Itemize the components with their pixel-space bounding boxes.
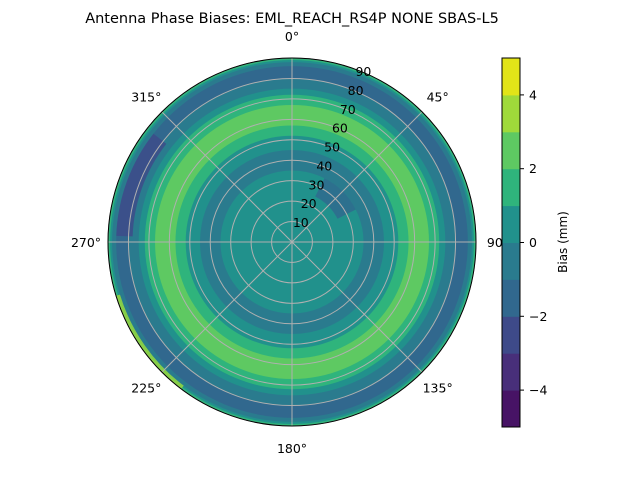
- chart-title: Antenna Phase Biases: EML_REACH_RS4P NON…: [85, 11, 499, 27]
- contour-feature: [116, 294, 184, 389]
- theta-tick-label: 180°: [277, 441, 307, 456]
- colorbar-tick-label: 0: [529, 235, 537, 250]
- polar-frame: [107, 57, 477, 427]
- colorbar-segment: [502, 279, 520, 317]
- colorbar-segment: [502, 390, 520, 428]
- colorbar-segment: [502, 242, 520, 280]
- colorbar-segment: [502, 353, 520, 391]
- theta-tick-label: 0°: [285, 29, 299, 44]
- theta-gridline: [161, 241, 293, 373]
- colorbar-segment: [502, 205, 520, 243]
- r-tick-label: 20: [301, 196, 317, 211]
- colorbar-tick-label: 4: [529, 87, 537, 102]
- colorbar-segment: [502, 316, 520, 354]
- colorbar: −4 −2 0 2 4: [501, 57, 547, 428]
- theta-tick-label: 270°: [71, 235, 101, 250]
- colorbar-label: Bias (mm): [556, 211, 570, 273]
- r-tick-label: 10: [293, 215, 309, 230]
- colorbar-segment: [502, 168, 520, 207]
- r-tick-label: 40: [316, 158, 332, 173]
- r-tick-label: 80: [348, 83, 364, 98]
- theta-tick-label: 135°: [423, 381, 453, 396]
- theta-tick-label: 45°: [427, 89, 449, 104]
- colorbar-segment: [502, 131, 520, 170]
- colorbar-tick-label: 2: [529, 161, 537, 176]
- r-tick-label: 60: [332, 121, 348, 136]
- colorbar-segment: [502, 94, 520, 133]
- theta-tick-label: 315°: [131, 89, 161, 104]
- colorbar-tick-label: −2: [529, 309, 547, 324]
- colorbar-segment: [502, 58, 520, 96]
- contour-feature: [116, 133, 167, 237]
- theta-gridline: [161, 111, 293, 243]
- colorbar-tick-label: −4: [529, 383, 547, 398]
- r-tick-label: 30: [309, 177, 325, 192]
- r-tick-label: 90: [355, 64, 371, 79]
- theta-tick-label: 225°: [131, 381, 161, 396]
- theta-gridline: [291, 241, 423, 373]
- polar-axes: 1020304050607080900°45°90°135°180°225°27…: [71, 29, 509, 456]
- r-tick-label: 50: [324, 140, 340, 155]
- r-tick-label: 70: [340, 102, 356, 117]
- theta-gridline: [291, 111, 423, 243]
